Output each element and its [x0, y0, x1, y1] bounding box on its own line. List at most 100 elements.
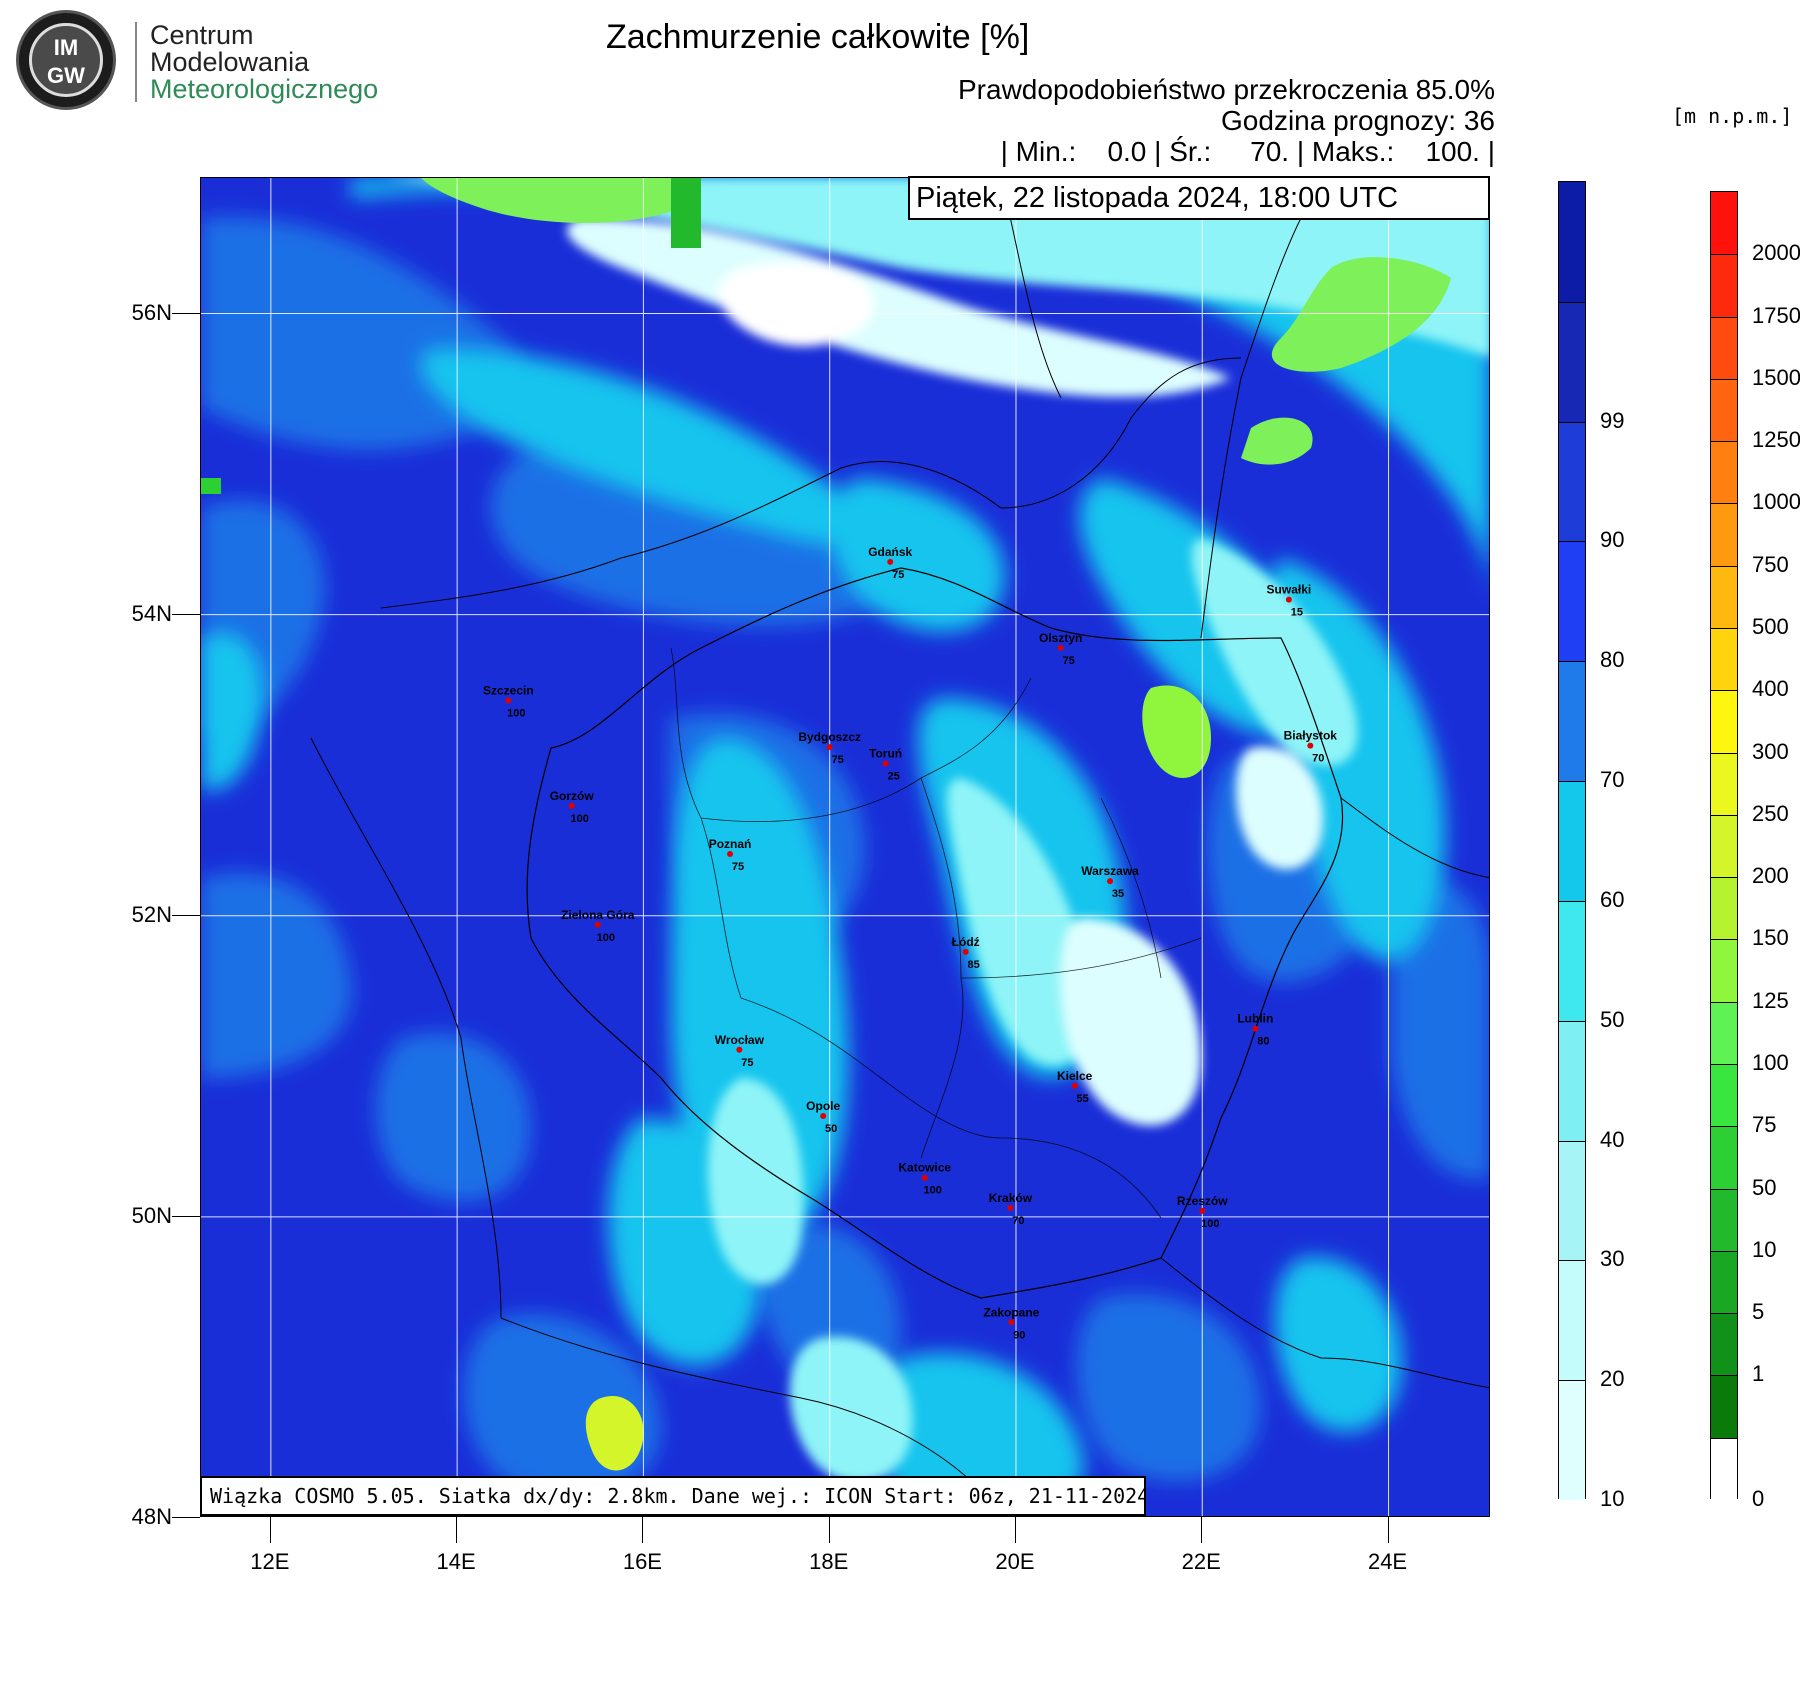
stats-line: | Min.: 0.0 | Śr.: 70. | Maks.: 100. | [1000, 136, 1495, 167]
city-value: 50 [825, 1123, 837, 1135]
colorbar-label: 30 [1600, 1246, 1625, 1272]
colorbar-label: 2000 [1752, 240, 1800, 266]
city-name: Katowice [898, 1161, 951, 1175]
colorbar-label: 500 [1752, 614, 1789, 639]
city-name: Toruń [869, 747, 902, 761]
city-marker [1107, 878, 1114, 885]
city-marker [882, 760, 889, 767]
model-info: Wiązka COSMO 5.05. Siatka dx/dy: 2.8km. … [200, 1476, 1146, 1516]
colorbar-segment [1711, 752, 1737, 815]
city-value: 100 [597, 932, 615, 944]
voivodeship-borders [670, 647, 1202, 1219]
colorbar-segment [1711, 565, 1737, 628]
cloud-colorbar [1558, 181, 1586, 1500]
latitude-tick-label: 54N [131, 600, 172, 626]
city-marker [1007, 1204, 1014, 1211]
longitude-tick-label: 16E [622, 1549, 662, 1574]
city-value: 100 [571, 813, 589, 825]
colorbar-label: 75 [1752, 1112, 1777, 1138]
probability-line: Prawdopodobieństwo przekroczenia 85.0% [958, 74, 1495, 105]
longitude-tick-mark [269, 1517, 271, 1543]
colorbar-label: 10 [1600, 1486, 1625, 1511]
city-name: Bydgoszcz [798, 730, 861, 744]
colorbar-label: 80 [1600, 647, 1625, 673]
latitude-tick-mark [172, 914, 200, 916]
city-value: 100 [507, 707, 525, 719]
city-marker [1071, 1082, 1078, 1089]
city-value: 70 [1012, 1215, 1024, 1227]
logo-text: Centrum Modelowania Meteorologicznego [150, 22, 378, 103]
latitude-tick-label: 50N [131, 1202, 172, 1228]
terrain-patches [201, 178, 1451, 1471]
city-value: 75 [1063, 655, 1075, 667]
cities-layer: Gdańsk 75 Suwałki 15 Olsztyn 75 Szczecin 100 Byd… [483, 545, 1337, 1341]
latitude-tick-mark [172, 613, 200, 615]
colorbar-segment [1711, 1437, 1737, 1500]
colorbar-segment [1711, 1001, 1737, 1064]
city-marker [1285, 596, 1292, 603]
city-value: 80 [1257, 1036, 1269, 1048]
latitude-tick-mark [172, 312, 200, 314]
latitude-tick-mark [172, 1517, 200, 1518]
forecast-hour-line: Godzina prognozy: 36 [1221, 105, 1495, 136]
city-name: Opole [806, 1099, 840, 1113]
city-value: 25 [887, 771, 899, 783]
colorbar-segment [1559, 541, 1585, 662]
city-marker [727, 851, 734, 858]
city-value: 35 [1112, 888, 1124, 900]
colorbar-segment [1559, 421, 1585, 542]
city-value: 100 [1201, 1218, 1219, 1230]
page-title: Zachmurzenie całkowite [%] [606, 18, 1030, 56]
colorbar-segment [1559, 1380, 1585, 1500]
city-marker [594, 921, 601, 928]
city-marker [962, 948, 969, 955]
city-value: 55 [1077, 1093, 1089, 1105]
city-value: 100 [924, 1185, 942, 1197]
colorbar-label: 300 [1752, 738, 1789, 764]
city-marker [736, 1046, 743, 1053]
city-value: 75 [732, 861, 744, 873]
colorbar-label: 750 [1752, 551, 1789, 577]
imgw-logo-badge: IM GW [29, 23, 103, 97]
logo-line-3: Meteorologicznego [150, 74, 379, 104]
colorbar-label: 200 [1752, 863, 1789, 889]
latitude-tick-label: 48N [131, 1504, 172, 1529]
map-canvas: Gdańsk 75 Suwałki 15 Olsztyn 75 Szczecin 100 Byd… [201, 178, 1489, 1516]
colorbar-segment [1559, 781, 1585, 901]
city-value: 15 [1291, 607, 1303, 619]
forecast-date: Piątek, 22 listopada 2024, 18:00 UTC [908, 176, 1490, 220]
neighbor-borders [310, 178, 1489, 1516]
colorbar-segment [1711, 254, 1737, 317]
city-name: Gdańsk [868, 545, 912, 559]
colorbar-label: 50 [1752, 1174, 1777, 1200]
units-label: [m n.p.m.] [1672, 104, 1793, 128]
colorbar-segment [1711, 441, 1737, 504]
city-value: 75 [832, 754, 844, 766]
city-marker [1199, 1207, 1206, 1214]
colorbar-label: 90 [1600, 527, 1625, 553]
colorbar-label: 250 [1752, 800, 1789, 826]
longitude-tick-mark [1014, 1517, 1016, 1543]
colorbar-label: 10 [1752, 1236, 1777, 1262]
city-marker [568, 802, 575, 809]
colorbar-label: 0 [1752, 1486, 1765, 1511]
city-name: Warszawa [1081, 864, 1139, 878]
city-value: 90 [1013, 1329, 1025, 1341]
colorbar-segment [1711, 1126, 1737, 1189]
city-name: Kielce [1057, 1069, 1093, 1083]
longitude-tick-label: 18E [809, 1549, 849, 1574]
graticule-lines [201, 178, 1489, 1516]
longitude-tick-label: 22E [1181, 1549, 1221, 1574]
colorbar-segment [1559, 301, 1585, 422]
colorbar-segment [1711, 503, 1737, 566]
longitude-tick-label: 24E [1367, 1549, 1408, 1574]
colorbar-label: 99 [1600, 407, 1625, 433]
terrain-colorbar [1710, 191, 1738, 1500]
logo-line-1: Centrum [150, 20, 254, 50]
colorbar-segment [1711, 877, 1737, 940]
longitude-tick-label: 20E [995, 1549, 1035, 1574]
colorbar-segment [1711, 627, 1737, 691]
latitude-tick-mark [172, 1215, 200, 1217]
colorbar-label: 50 [1600, 1006, 1625, 1032]
longitude-tick-label: 12E [250, 1549, 290, 1574]
